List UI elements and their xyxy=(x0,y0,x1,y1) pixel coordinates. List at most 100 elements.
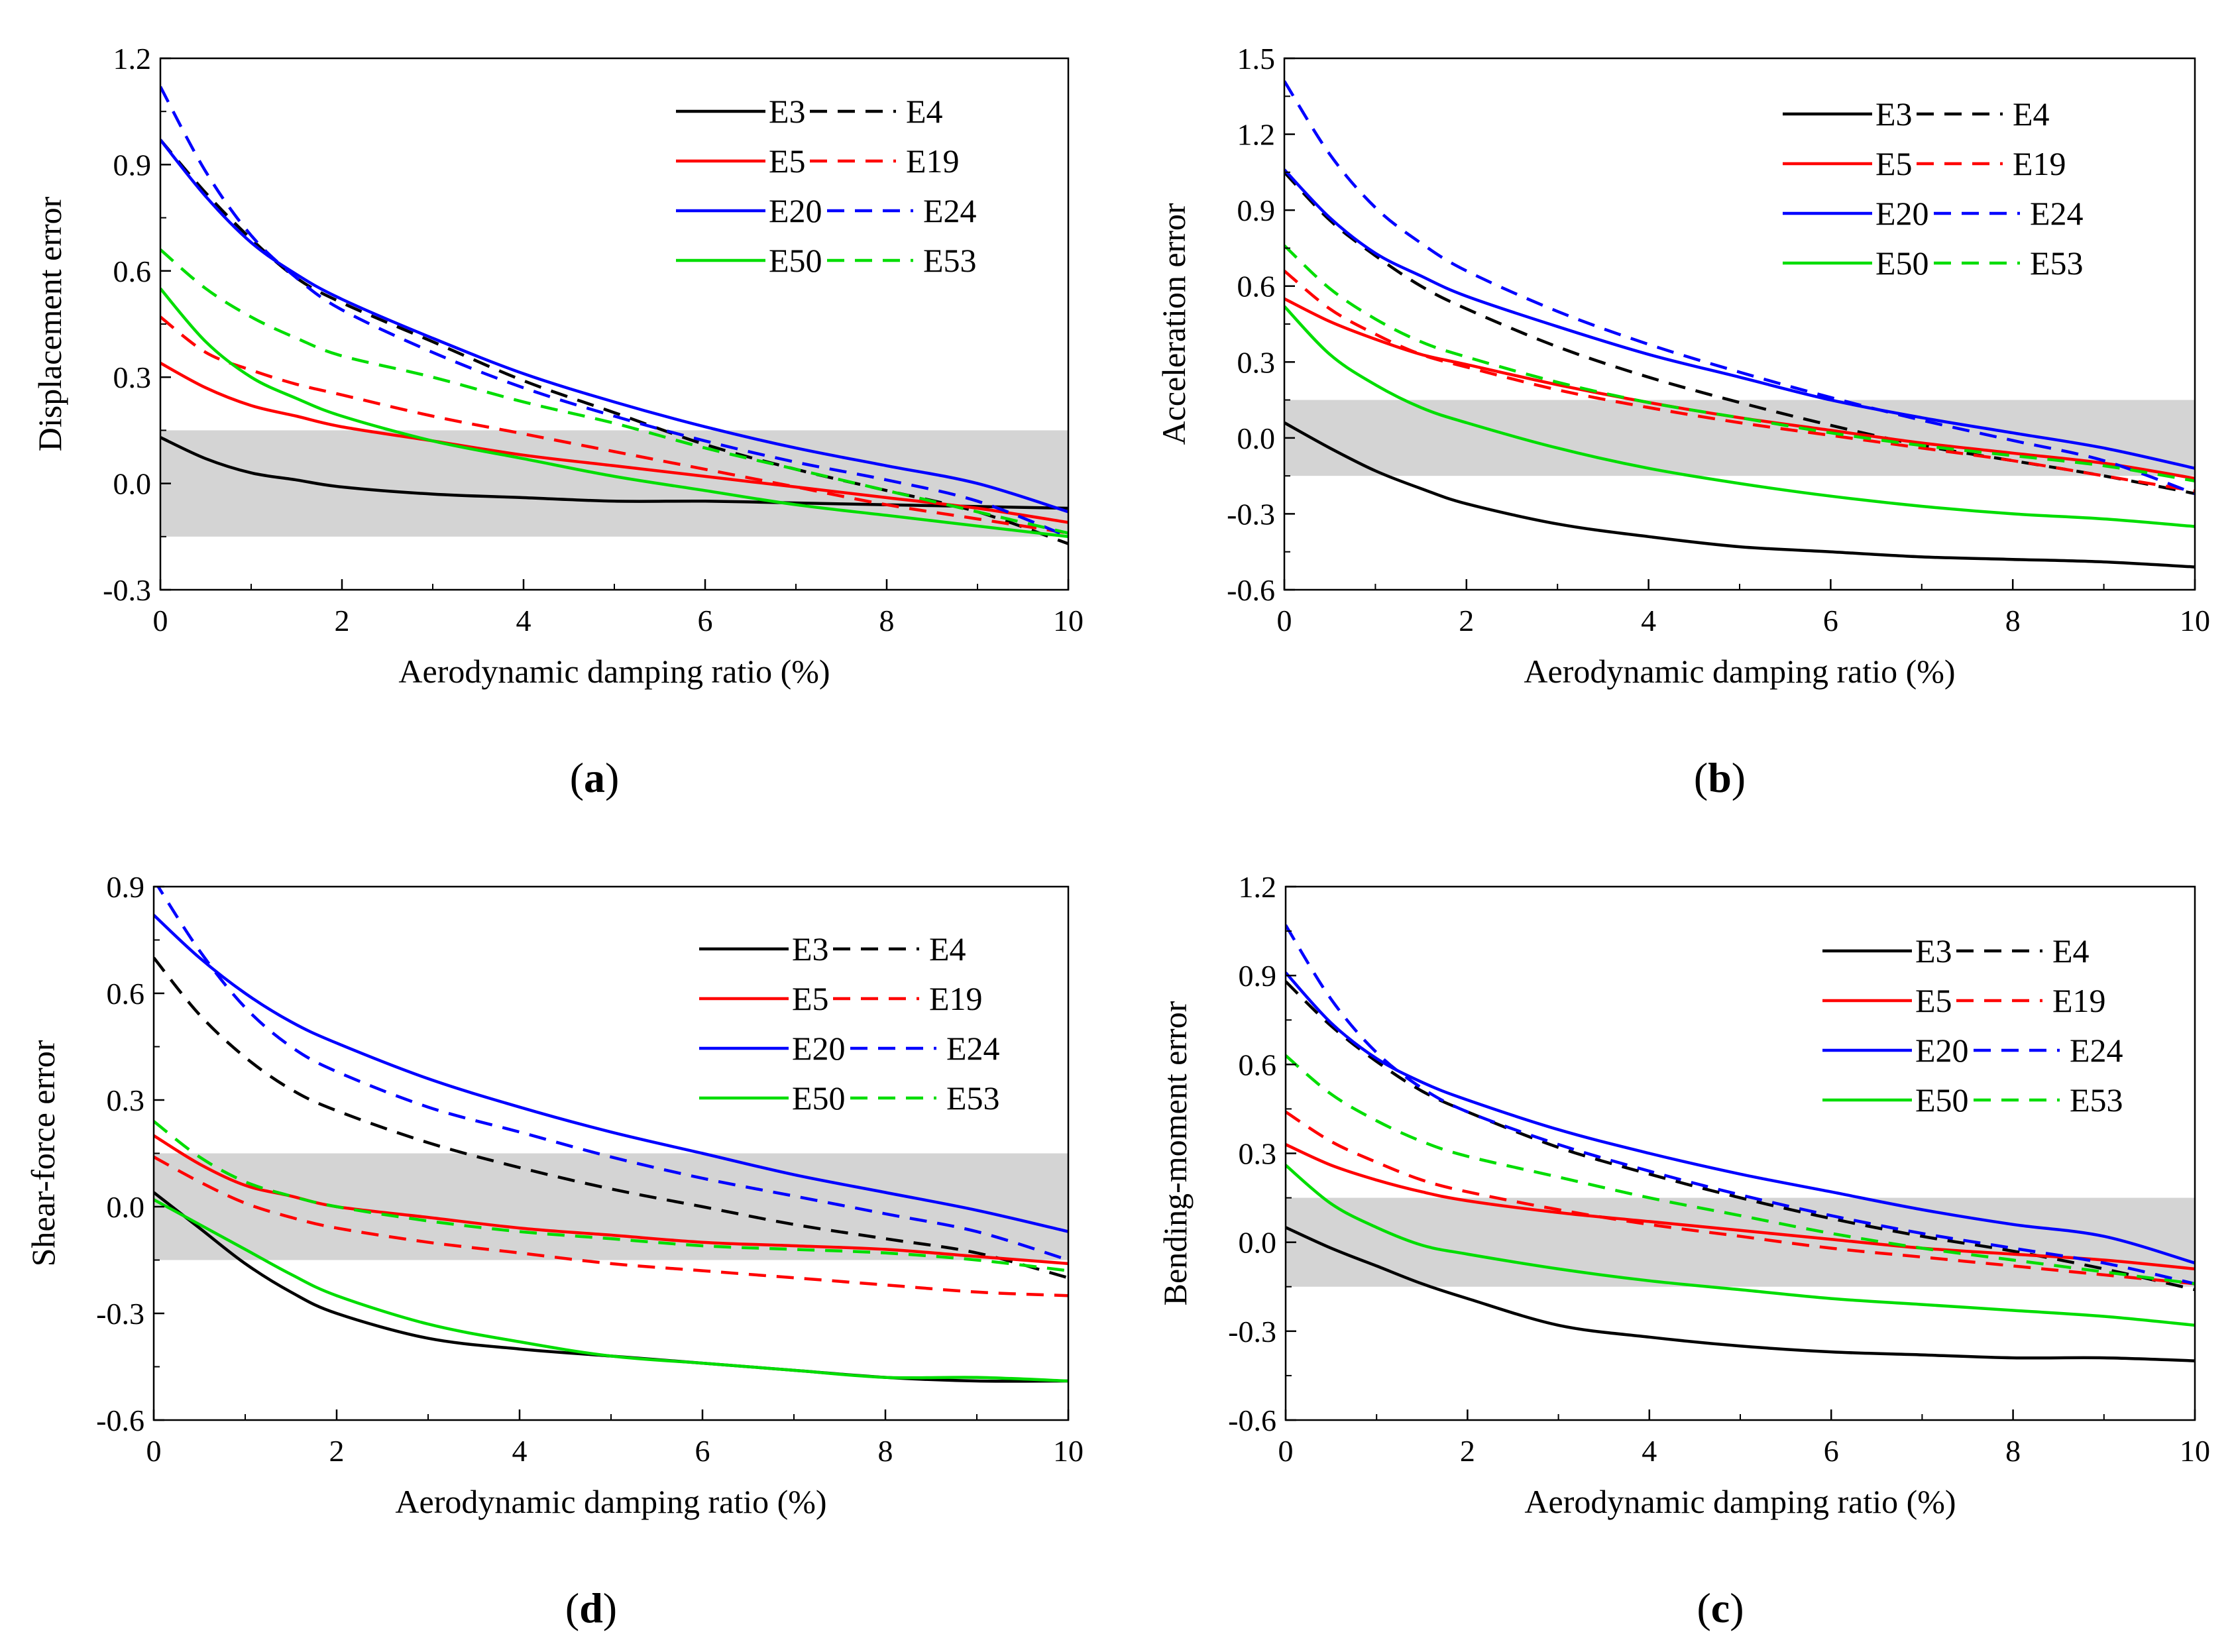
panel-b: 0 2 4 6 8 10 -0.6 -0.3 0.0 0.3 0.6 0.9 1.2 1.5 Aerodyn… xyxy=(1155,42,2210,801)
y-tick-label: 0.9 xyxy=(1239,959,1277,993)
series-line-E20 xyxy=(1284,168,2195,470)
x-tick-label: 2 xyxy=(1459,604,1474,637)
x-tick-label: 6 xyxy=(695,1434,710,1468)
y-tick-label: 0.3 xyxy=(107,1083,145,1117)
y-tick-label: 0.3 xyxy=(113,360,152,394)
series-line-E5 xyxy=(1284,297,2195,480)
x-tick-label: 0 xyxy=(153,604,168,637)
panel-label: (b) xyxy=(1694,754,1746,801)
x-tick-label: 10 xyxy=(1053,1434,1084,1468)
legend: E3 E4 E5 E19 E20 E24 E50 E53 xyxy=(676,93,977,279)
y-tick-label: 0.6 xyxy=(1237,270,1276,303)
series-line-E5 xyxy=(1286,1143,2195,1271)
y-tick-label: 1.2 xyxy=(1239,870,1277,904)
legend-label-E20: E20 xyxy=(792,1030,846,1067)
y-tick-label: 0.6 xyxy=(113,254,152,288)
x-tick-label: 0 xyxy=(1278,1434,1294,1468)
series-line-E24 xyxy=(160,85,1068,538)
y-tick-label: 0.0 xyxy=(1237,421,1276,455)
plot-frame xyxy=(1283,57,2196,591)
series-line-E4 xyxy=(160,138,1068,545)
series-line-E24 xyxy=(156,887,1068,1262)
legend-label-E19: E19 xyxy=(929,980,983,1017)
legend-label-E50: E50 xyxy=(1915,1081,1969,1119)
panel-label: (a) xyxy=(570,754,620,801)
y-tick-label: -0.6 xyxy=(96,1404,144,1437)
panel-label: (c) xyxy=(1697,1584,1744,1631)
series-line-E20 xyxy=(1286,971,2195,1265)
series-line-E3 xyxy=(1286,1226,2195,1362)
x-tick-label: 8 xyxy=(2005,604,2021,637)
legend-label-E5: E5 xyxy=(1915,982,1952,1019)
y-tick-label: 0.6 xyxy=(1239,1048,1277,1081)
y-axis-title: Acceleration error xyxy=(1155,203,1192,445)
legend-label-E50: E50 xyxy=(1875,245,1929,282)
x-tick-label: 6 xyxy=(1824,1434,1839,1468)
series-line-E50 xyxy=(1286,1164,2195,1327)
series-line-E5 xyxy=(160,361,1068,524)
x-tick-label: 8 xyxy=(878,1434,893,1468)
legend-label-E4: E4 xyxy=(2013,95,2050,133)
legend-label-E3: E3 xyxy=(792,930,829,967)
series-line-E19 xyxy=(1286,1111,2195,1286)
series-line-E4 xyxy=(1286,980,2195,1292)
legend-label-E19: E19 xyxy=(2013,145,2066,182)
series-line-E19 xyxy=(160,315,1068,535)
legend-label-E5: E5 xyxy=(769,142,806,180)
legend-label-E4: E4 xyxy=(906,93,943,130)
y-tick-label: 0.0 xyxy=(1239,1226,1277,1260)
y-tick-label: -0.3 xyxy=(1228,1315,1276,1349)
legend-label-E24: E24 xyxy=(923,192,977,229)
series-line-E24 xyxy=(1284,80,2195,496)
y-axis-title: Displacement error xyxy=(31,196,68,451)
legend-label-E50: E50 xyxy=(769,242,822,279)
panel-label: (d) xyxy=(565,1584,617,1631)
series-line-E20 xyxy=(154,914,1068,1233)
series-line-E50 xyxy=(160,288,1068,539)
y-tick-label: 1.5 xyxy=(1237,42,1276,76)
y-tick-label: -0.3 xyxy=(1227,497,1275,531)
legend-label-E20: E20 xyxy=(769,192,822,229)
x-axis-title: Aerodynamic damping ratio (%) xyxy=(398,653,830,690)
legend-label-E24: E24 xyxy=(2030,195,2084,232)
x-tick-label: 4 xyxy=(516,604,531,637)
x-tick-label: 10 xyxy=(1053,604,1084,637)
y-tick-label: 0.0 xyxy=(107,1190,145,1224)
x-tick-label: 2 xyxy=(1460,1434,1475,1468)
legend-label-E20: E20 xyxy=(1915,1032,1969,1069)
y-tick-label: -0.6 xyxy=(1228,1404,1276,1437)
y-tick-label: 0.0 xyxy=(113,467,152,501)
x-tick-label: 10 xyxy=(2180,1434,2210,1468)
legend-label-E3: E3 xyxy=(1915,932,1952,969)
legend-label-E5: E5 xyxy=(792,980,829,1017)
y-tick-label: 0.6 xyxy=(107,977,145,1011)
legend-label-E4: E4 xyxy=(929,930,966,967)
series-line-E3 xyxy=(1284,421,2195,569)
legend: E3 E4 E5 E19 E20 E24 E50 E53 xyxy=(1783,95,2084,282)
legend-label-E53: E53 xyxy=(923,242,977,279)
panel-a: 0 2 4 6 8 10 -0.3 0.0 0.3 0.6 0.9 1.2 Aerodynamic da… xyxy=(31,42,1084,801)
series-line-E19 xyxy=(1284,270,2195,493)
series-line-E53 xyxy=(1284,244,2195,483)
panel-d: 0 2 4 6 8 10 -0.6 -0.3 0.0 0.3 0.6 0.9 Aerodynamic d… xyxy=(25,870,1084,1631)
x-tick-label: 0 xyxy=(1277,604,1292,637)
y-tick-label: -0.3 xyxy=(96,1297,144,1331)
panel-c: 0 2 4 6 8 10 -0.6 -0.3 0.0 0.3 0.6 0.9 1.2 Aerodynami… xyxy=(1156,870,2210,1631)
y-tick-label: 0.9 xyxy=(1237,193,1276,227)
x-tick-label: 6 xyxy=(1823,604,1838,637)
legend-label-E19: E19 xyxy=(2052,982,2106,1019)
x-tick-label: 8 xyxy=(879,604,895,637)
series-line-E19 xyxy=(154,1155,1068,1297)
x-tick-label: 10 xyxy=(2180,604,2210,637)
x-tick-label: 2 xyxy=(335,604,350,637)
series-line-E4 xyxy=(154,956,1068,1280)
x-tick-label: 4 xyxy=(512,1434,528,1468)
y-axis-title: Shear-force error xyxy=(25,1040,62,1266)
x-tick-label: 8 xyxy=(2005,1434,2021,1468)
series-line-E53 xyxy=(1286,1054,2195,1286)
y-axis-title: Bending-moment error xyxy=(1156,1001,1194,1305)
legend-label-E24: E24 xyxy=(946,1030,1000,1067)
x-axis-title: Aerodynamic damping ratio (%) xyxy=(1524,653,1955,690)
legend-label-E4: E4 xyxy=(2052,932,2090,969)
